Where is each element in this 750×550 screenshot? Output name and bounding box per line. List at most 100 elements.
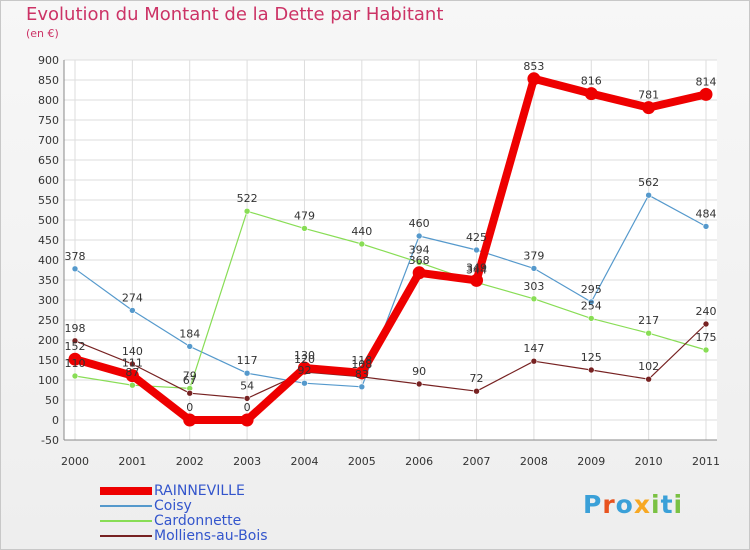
logo-letter: i xyxy=(673,490,684,519)
data-label: 368 xyxy=(409,254,430,267)
data-label: 562 xyxy=(638,176,659,189)
data-label: 303 xyxy=(523,280,544,293)
data-point xyxy=(240,413,254,427)
chart-subtitle: (en €) xyxy=(26,27,59,40)
legend-item: Cardonnette xyxy=(100,514,360,529)
y-tick-label: 250 xyxy=(38,314,59,327)
data-point xyxy=(129,307,136,314)
data-label: 379 xyxy=(523,249,544,262)
legend-item: RAINNEVILLE xyxy=(100,484,360,499)
data-point xyxy=(71,265,79,273)
data-point xyxy=(71,337,79,345)
x-tick-label: 2004 xyxy=(290,455,318,468)
legend-swatch xyxy=(100,487,152,495)
data-point xyxy=(301,379,308,387)
x-tick-label: 2000 xyxy=(61,455,89,468)
chart-title: Evolution du Montant de la Dette par Hab… xyxy=(26,4,444,25)
x-tick-label: 2003 xyxy=(233,455,261,468)
y-tick-label: -50 xyxy=(41,434,59,447)
y-tick-label: 850 xyxy=(38,74,59,87)
data-point xyxy=(473,387,480,395)
data-point xyxy=(243,395,251,402)
chart-legend: RAINNEVILLE Coisy Cardonnette Molliens-au-B… xyxy=(100,484,360,544)
data-point xyxy=(358,383,366,391)
data-label: 87 xyxy=(125,366,139,379)
y-tick-label: 50 xyxy=(45,394,59,407)
x-tick-label: 2006 xyxy=(405,455,433,468)
data-label: 274 xyxy=(122,291,143,304)
y-tick-label: 750 xyxy=(38,114,59,127)
data-label: 425 xyxy=(466,231,487,244)
data-point xyxy=(186,343,194,350)
data-label: 344 xyxy=(466,263,487,276)
legend-swatch xyxy=(100,520,152,522)
data-point xyxy=(584,87,598,101)
data-point xyxy=(645,329,652,337)
plot-area xyxy=(64,60,717,440)
data-label: 814 xyxy=(696,75,717,88)
data-label: 184 xyxy=(179,327,200,340)
data-label: 54 xyxy=(240,379,254,392)
y-tick-label: 150 xyxy=(38,354,59,367)
data-label: 175 xyxy=(696,331,717,344)
data-label: 0 xyxy=(244,401,251,414)
legend-swatch xyxy=(100,535,152,537)
x-tick-label: 2007 xyxy=(463,455,491,468)
data-point xyxy=(297,361,311,375)
data-label: 484 xyxy=(696,207,717,220)
data-label: 111 xyxy=(122,357,143,370)
series-line-molliens-au-bois xyxy=(74,323,707,399)
y-tick-label: 900 xyxy=(38,54,59,67)
y-tick-label: 650 xyxy=(38,154,59,167)
data-point xyxy=(470,273,484,287)
proxiti-logo: Proxiti xyxy=(583,490,683,519)
data-point xyxy=(702,320,710,328)
data-label: 152 xyxy=(65,340,86,353)
data-point xyxy=(530,357,538,365)
x-tick-label: 2005 xyxy=(348,455,376,468)
data-label: 394 xyxy=(409,243,430,256)
data-point xyxy=(415,232,423,240)
data-label: 781 xyxy=(638,89,659,102)
data-label: 102 xyxy=(638,360,659,373)
data-label: 240 xyxy=(696,305,717,318)
data-label: 140 xyxy=(122,345,143,358)
x-tick-label: 2008 xyxy=(520,455,548,468)
data-point xyxy=(183,413,197,427)
data-label: 816 xyxy=(581,75,602,88)
data-point xyxy=(355,366,369,380)
data-label: 92 xyxy=(297,364,311,377)
data-label: 90 xyxy=(412,365,426,378)
data-label: 130 xyxy=(294,349,315,362)
data-label: 108 xyxy=(351,358,372,371)
data-point xyxy=(645,375,652,383)
data-label: 217 xyxy=(638,314,659,327)
legend-label: Coisy xyxy=(154,498,192,514)
y-tick-label: 350 xyxy=(38,274,59,287)
data-point xyxy=(412,266,426,280)
y-tick-label: 200 xyxy=(38,334,59,347)
y-tick-label: 600 xyxy=(38,174,59,187)
x-tick-label: 2010 xyxy=(635,455,663,468)
logo-letter: t xyxy=(660,490,674,519)
y-tick-label: 550 xyxy=(38,194,59,207)
data-label: 79 xyxy=(183,369,197,382)
data-point xyxy=(415,380,423,388)
series-line-rainneville xyxy=(71,74,710,424)
data-label: 198 xyxy=(65,322,86,335)
y-tick-label: 450 xyxy=(38,234,59,247)
data-label: 440 xyxy=(351,225,372,238)
data-point xyxy=(129,360,136,368)
data-point xyxy=(702,346,710,354)
data-label: 378 xyxy=(65,250,86,263)
data-point xyxy=(645,191,652,199)
logo-letter: r xyxy=(602,490,616,519)
data-point xyxy=(243,207,251,215)
legend-item: Molliens-au-Bois xyxy=(100,529,360,544)
data-label: 254 xyxy=(581,299,602,312)
data-label: 125 xyxy=(581,351,602,364)
data-point xyxy=(415,259,423,266)
y-tick-label: 100 xyxy=(38,374,59,387)
data-point xyxy=(71,372,79,380)
y-tick-label: 800 xyxy=(38,94,59,107)
